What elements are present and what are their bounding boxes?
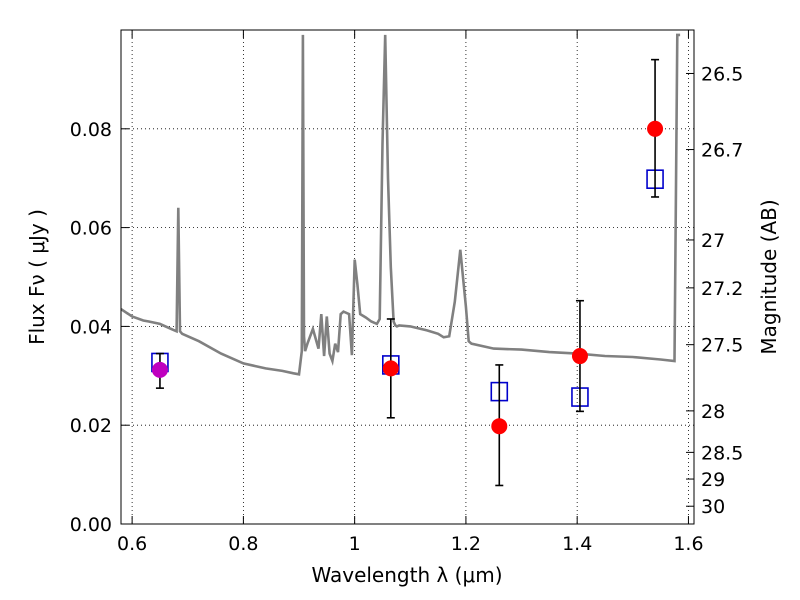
data-marks: [151, 58, 664, 487]
data-point: [571, 348, 588, 365]
tick-labels: 0.6 0.8 1 1.2 1.4 1.6 0.00 0.02 0.04 0.06 0.08 26.5…: [70, 63, 744, 555]
right-axis-label: Magnitude (AB): [757, 199, 781, 354]
y-axis-label: Flux Fν ( μJy ): [25, 209, 49, 345]
data-point: [647, 120, 664, 137]
right-tick-label: 27.5: [701, 335, 743, 357]
right-tick-label: 30: [701, 496, 725, 518]
x-tick-label: 1.2: [451, 533, 481, 555]
right-tick-label: 29: [701, 469, 725, 491]
x-tick-label: 1: [349, 533, 361, 555]
data-point: [382, 360, 399, 377]
y-tick-label: 0.02: [70, 415, 112, 437]
x-axis-label: Wavelength λ (μm): [311, 563, 502, 587]
data-point: [491, 418, 508, 435]
data-point: [151, 361, 168, 378]
y-tick-label: 0.06: [70, 218, 112, 240]
right-tick-label: 27: [701, 230, 725, 252]
y-tick-label: 0.08: [70, 119, 112, 141]
right-tick-label: 26.5: [701, 63, 743, 85]
right-tick-label: 27.2: [701, 278, 743, 300]
x-tick-label: 1.4: [562, 533, 592, 555]
x-tick-label: 0.6: [117, 533, 147, 555]
tick-marks: [121, 30, 694, 525]
right-tick-label: 28: [701, 401, 725, 423]
template-sed-layer: [121, 33, 681, 376]
right-tick-label: 26.7: [701, 140, 743, 162]
x-tick-label: 0.8: [228, 533, 258, 555]
plot-frame: [120, 29, 695, 525]
grid-lines: [121, 30, 694, 525]
right-tick-label: 28.5: [701, 442, 743, 464]
x-tick-label: 1.6: [673, 533, 703, 555]
sed-line: [121, 33, 681, 376]
y-tick-label: 0.00: [70, 514, 112, 536]
y-tick-label: 0.04: [70, 316, 112, 338]
